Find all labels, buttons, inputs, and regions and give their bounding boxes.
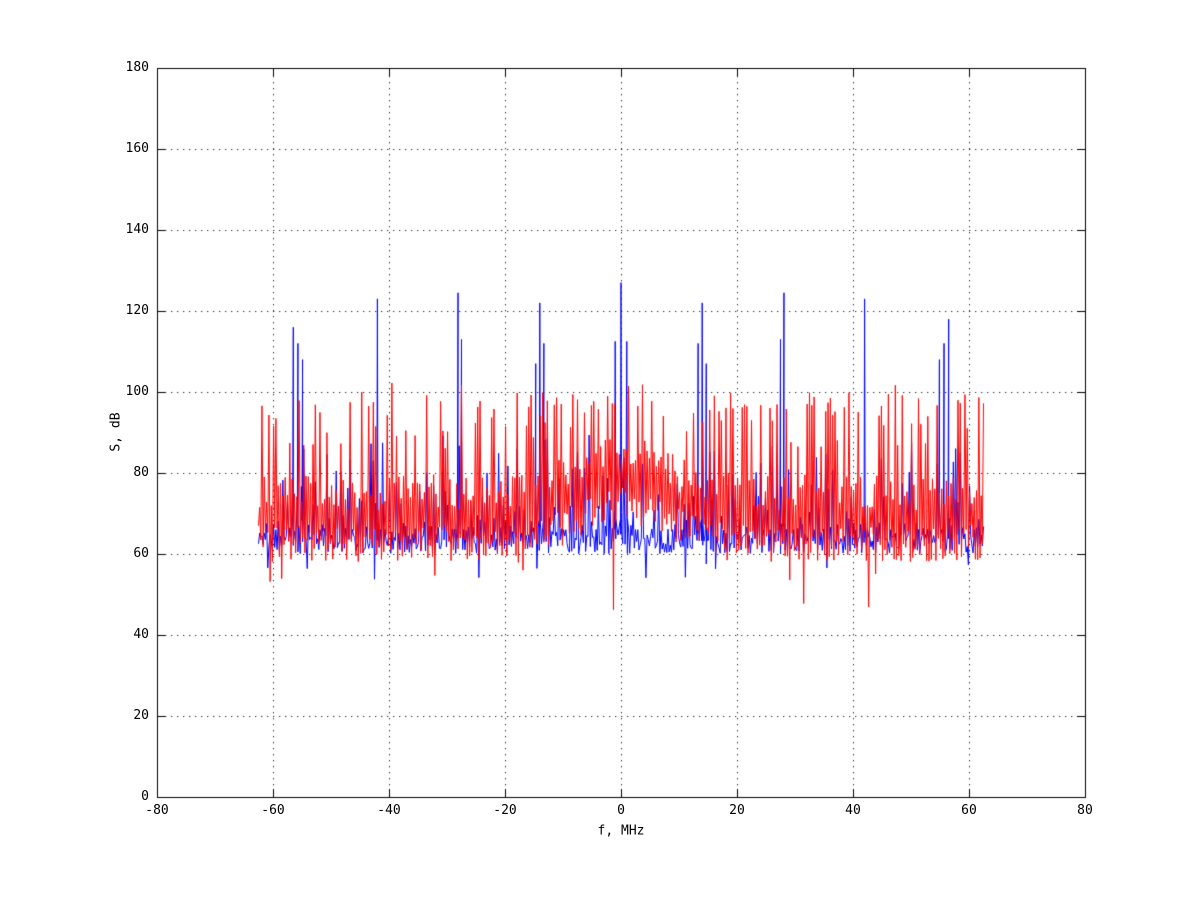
x-tick-label: 40 <box>845 803 861 818</box>
x-tick-label: -20 <box>493 803 517 818</box>
x-tick-label: 60 <box>961 803 977 818</box>
y-tick-label: 160 <box>125 141 149 156</box>
x-tick-label: -80 <box>145 803 169 818</box>
y-tick-label: 120 <box>125 303 149 318</box>
y-tick-label: 0 <box>141 789 149 804</box>
y-tick-label: 180 <box>125 60 149 75</box>
y-tick-label: 20 <box>133 708 149 723</box>
x-tick-label: -60 <box>261 803 285 818</box>
y-tick-label: 80 <box>133 465 149 480</box>
y-tick-label: 140 <box>125 222 149 237</box>
y-tick-label: 40 <box>133 627 149 642</box>
x-tick-label: 0 <box>617 803 625 818</box>
y-tick-label: 60 <box>133 546 149 561</box>
y-axis-label: S, dB <box>108 412 124 452</box>
x-tick-label: -40 <box>377 803 401 818</box>
x-tick-label: 20 <box>729 803 745 818</box>
x-tick-label: 80 <box>1077 803 1093 818</box>
y-tick-label: 100 <box>125 384 149 399</box>
x-axis-label: f, MHz <box>597 823 645 839</box>
